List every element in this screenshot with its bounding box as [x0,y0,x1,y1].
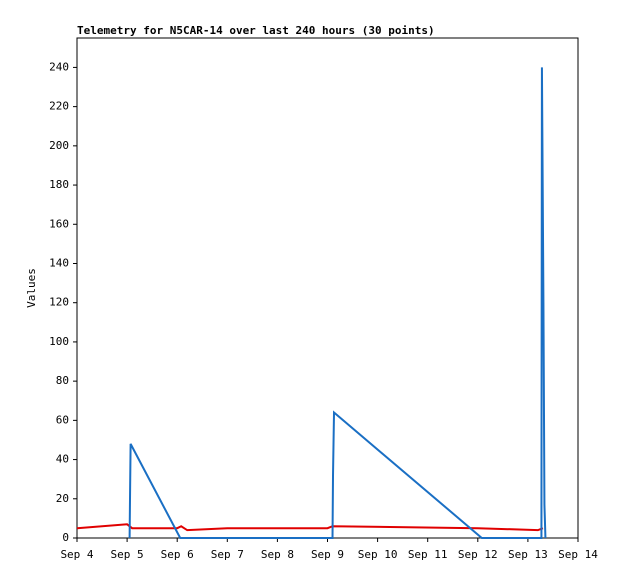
y-tick-label: 220 [49,100,69,113]
y-tick-label: 200 [49,139,69,152]
y-tick-label: 60 [56,413,69,426]
series-line [76,523,544,532]
x-tick-label: Sep 13 [508,548,548,561]
y-tick-label: 180 [49,178,69,191]
x-tick-label: Sep 12 [458,548,498,561]
y-tick-label: 40 [56,453,69,466]
plot-frame [76,37,579,539]
y-tick-label: 120 [49,296,69,309]
y-axis-label: Values [25,268,38,308]
x-tick-label: Sep 10 [358,548,398,561]
x-tick-label: Sep 8 [261,548,294,561]
y-tick-label: 80 [56,374,69,387]
y-tick-label: 140 [49,256,69,269]
y-tick-label: 160 [49,217,69,230]
x-tick-label: Sep 11 [408,548,448,561]
y-tick-label: 100 [49,335,69,348]
series-line [128,67,547,539]
x-tick-label: Sep 4 [60,548,93,561]
x-tick-label: Sep 14 [558,548,598,561]
y-tick-label: 240 [49,60,69,73]
y-tick-label: 20 [56,492,69,505]
y-tick-label: 0 [62,531,69,544]
x-tick-label: Sep 7 [211,548,244,561]
chart-title: Telemetry for N5CAR-14 over last 240 hou… [77,24,435,37]
x-tick-label: Sep 9 [311,548,344,561]
x-tick-label: Sep 5 [111,548,144,561]
x-tick-label: Sep 6 [161,548,194,561]
